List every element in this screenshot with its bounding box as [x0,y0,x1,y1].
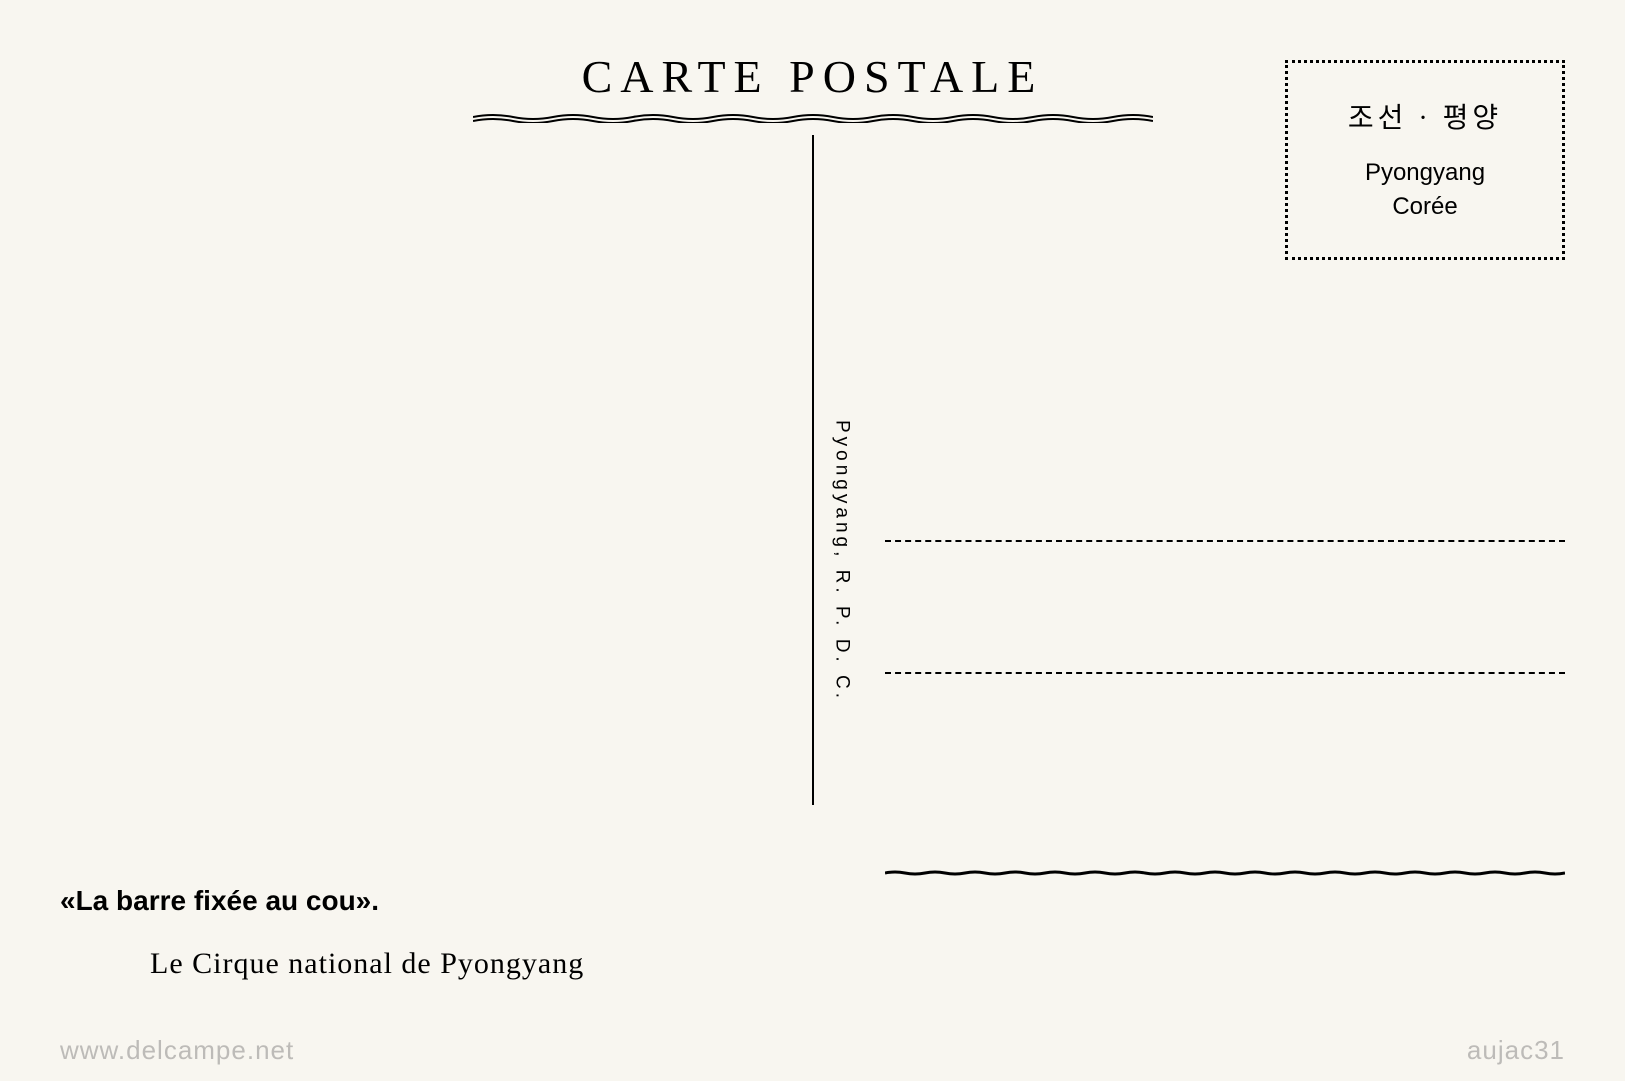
stamp-location-line2: Corée [1365,190,1485,224]
address-line-1 [885,540,1565,542]
publisher-text: Pyongyang, R. P. D. C. [831,420,853,702]
address-line-solid [885,870,1565,874]
caption-area: «La barre fixée au cou». Le Cirque natio… [60,885,584,981]
address-lines-container [885,540,1565,804]
center-divider-line [812,135,814,805]
stamp-location-text: Pyongyang Corée [1365,156,1485,223]
watermark-left: www.delcampe.net [60,1035,294,1066]
stamp-location-line1: Pyongyang [1365,156,1485,190]
stamp-placeholder: 조선 · 평양 Pyongyang Corée [1285,60,1565,260]
stamp-korean-text: 조선 · 평양 [1348,96,1502,136]
caption-subtitle: Le Cirque national de Pyongyang [150,947,584,981]
watermark-right: aujac31 [1467,1035,1565,1066]
address-line-2 [885,672,1565,674]
header-underline [473,111,1153,123]
caption-title: «La barre fixée au cou». [60,885,584,917]
postcard-back: CARTE POSTALE Pyongyang, R. P. D. C. 조선 … [0,0,1625,1081]
